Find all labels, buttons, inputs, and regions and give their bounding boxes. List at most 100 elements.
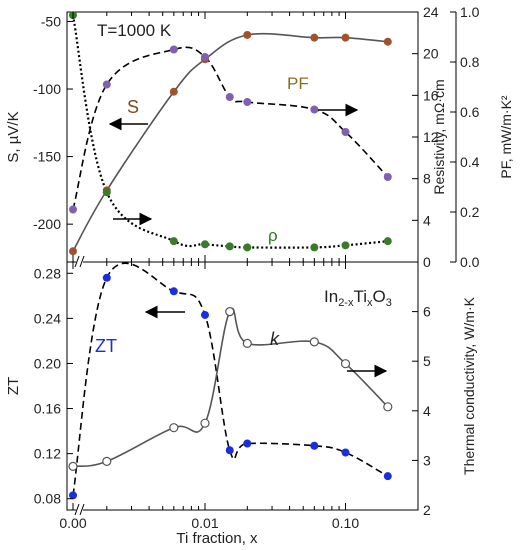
resistivity-ylabel: Resistivity, mΩ·cm — [431, 79, 447, 194]
top-series-points — [69, 11, 392, 256]
tick-label: 0.16 — [34, 401, 61, 417]
formula-annotation: In2-xTixO3 — [324, 287, 392, 309]
tick-label: 4 — [423, 403, 431, 419]
tick-label: 24 — [423, 4, 439, 20]
series-line-ρ — [71, 14, 388, 249]
data-point-k — [68, 461, 78, 471]
bottom-x-ticks: 0.00 0.01 0.10 — [59, 262, 359, 531]
bottom-series-points — [68, 273, 393, 500]
data-point-ρ — [169, 237, 178, 246]
data-point-k — [309, 337, 319, 347]
data-point-PF — [201, 53, 209, 61]
data-point-PF — [383, 173, 392, 181]
data-point-ρ — [102, 188, 111, 197]
tick-label: 0.2 — [460, 204, 480, 220]
formula-ti: Ti — [353, 287, 367, 306]
data-point-k — [242, 338, 252, 348]
formula-sub-x: x — [367, 297, 373, 309]
tick-label: -200 — [33, 216, 61, 232]
pf-axis-ticks: 0.0 0.2 0.4 0.6 0.8 1.0 — [450, 4, 480, 270]
data-point-PF — [341, 128, 350, 136]
tick-label: 0.12 — [34, 446, 61, 462]
tick-label: 0 — [423, 254, 431, 270]
data-point-ρ — [341, 241, 350, 250]
tick-label: 0.6 — [460, 104, 480, 120]
label-S: S — [127, 97, 139, 117]
data-point-PF — [310, 105, 319, 114]
formula-o: O — [373, 287, 386, 306]
top-left-ylabel: S, µV/K — [5, 111, 22, 162]
tick-label: 5 — [423, 353, 431, 369]
tick-label: 3 — [423, 452, 431, 468]
top-plot-frame — [66, 11, 419, 263]
axis-break-line-2 — [79, 255, 85, 268]
tick-label: -50 — [41, 13, 61, 29]
formula-sub-3: 3 — [386, 297, 392, 309]
data-point-ρ — [383, 237, 392, 246]
tick-label: 0.20 — [34, 355, 61, 371]
temperature-annotation: T=1000 K — [97, 21, 172, 40]
data-point-PF — [243, 98, 252, 106]
data-point-ρ — [310, 243, 319, 252]
tick-label: -100 — [33, 81, 61, 97]
top-series-lines — [71, 14, 389, 252]
formula-in: In — [324, 287, 338, 306]
data-point-ρ — [225, 242, 234, 251]
axis-break-marks — [74, 255, 85, 516]
data-point-k — [383, 402, 393, 412]
tick-label: 1.0 — [460, 4, 480, 20]
data-point-k — [340, 359, 351, 369]
data-point-PF — [169, 45, 178, 54]
pf-ylabel: PF, mW/m·K² — [498, 95, 514, 179]
tick-label: 6 — [423, 304, 431, 320]
tick-label: 0.4 — [460, 154, 480, 170]
data-point-ρ — [201, 240, 209, 249]
thermal-conductivity-ticks: 2 3 4 5 6 — [412, 304, 431, 518]
data-point-PF — [102, 80, 111, 89]
series-line-S — [72, 32, 388, 252]
data-point-S — [169, 87, 178, 96]
data-point-ZT — [243, 439, 252, 448]
xlabel: Ti fraction, x — [176, 530, 258, 547]
tick-label: 0.10 — [332, 515, 359, 531]
thermal-conductivity-ylabel: Thermal conductivity, W/m·K — [461, 296, 477, 475]
data-point-ZT — [310, 441, 319, 450]
axis-break-gap-bottom — [76, 506, 83, 514]
axis-break-line-3 — [74, 503, 80, 516]
axis-break-gap-top — [76, 258, 83, 266]
data-point-ZT — [341, 448, 350, 457]
tick-label: 8 — [423, 171, 431, 187]
data-point-S — [310, 33, 319, 42]
tick-label: 2 — [423, 502, 431, 518]
data-point-ZT — [102, 273, 111, 282]
label-ZT: ZT — [95, 336, 117, 356]
top-panel: -50 -100 -150 -200 0 4 8 12 16 20 24 0.0 0.2 0.4 0.6… — [5, 4, 514, 270]
data-point-ZT — [201, 310, 209, 319]
label-PF: PF — [287, 74, 309, 93]
bottom-plot-frame — [66, 261, 419, 511]
data-point-PF — [69, 205, 77, 214]
data-point-S — [383, 37, 392, 46]
tick-label: 0.24 — [34, 310, 61, 326]
data-point-ZT — [169, 287, 178, 296]
data-point-k — [102, 456, 112, 466]
zt-axis-ticks: 0.08 0.12 0.16 0.20 0.24 0.28 — [34, 265, 73, 507]
data-point-ZT — [69, 491, 77, 500]
tick-label: 16 — [423, 87, 439, 103]
tick-label: 0.01 — [191, 515, 218, 531]
tick-label: 0.00 — [59, 515, 86, 531]
formula-sub-2x: 2-x — [338, 297, 354, 309]
data-point-S — [69, 247, 77, 256]
tick-label: 0.8 — [460, 54, 480, 70]
label-k: k — [270, 329, 280, 349]
data-point-S — [243, 30, 252, 39]
tick-label: 12 — [423, 129, 439, 145]
label-rho: ρ — [268, 226, 278, 245]
data-point-k — [169, 423, 179, 433]
axis-break-line-4 — [79, 503, 85, 516]
data-point-k — [225, 307, 235, 317]
data-point-ZT — [383, 472, 392, 481]
tick-label: 0.28 — [34, 265, 61, 281]
